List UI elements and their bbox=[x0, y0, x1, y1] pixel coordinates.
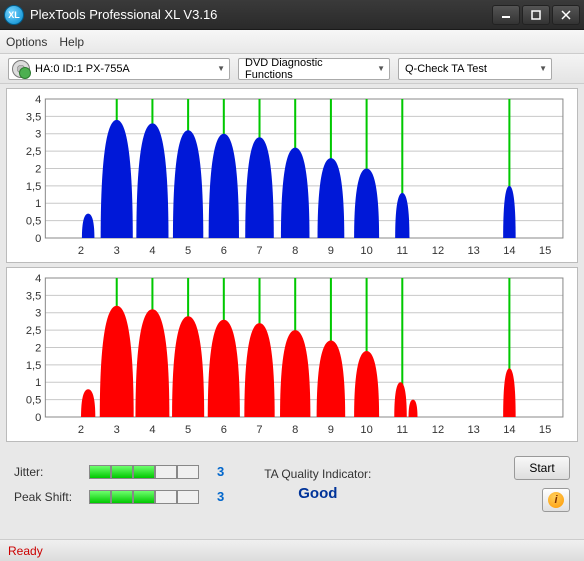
svg-text:3: 3 bbox=[114, 424, 120, 436]
disc-icon bbox=[12, 60, 30, 78]
svg-text:6: 6 bbox=[221, 424, 227, 436]
app-icon: XL bbox=[4, 5, 24, 25]
svg-text:3: 3 bbox=[114, 245, 120, 257]
jitter-label: Jitter: bbox=[14, 465, 79, 479]
svg-text:15: 15 bbox=[539, 424, 551, 436]
bar-segment bbox=[89, 465, 111, 479]
content-area: 00,511,522,533,5423456789101112131415 00… bbox=[0, 84, 584, 539]
ta-chart-bottom: 0 0,5 1 1,5 2 2,5 3 3,5 4 2 3 4 5 6 7 8 9 10 11 12 13 14 15 bbox=[15, 272, 569, 437]
svg-text:11: 11 bbox=[397, 245, 409, 257]
bar-segment bbox=[89, 490, 111, 504]
svg-text:5: 5 bbox=[185, 424, 191, 436]
chart-panel-top: 0 0,5 1 1,5 2 2,5 3 3,5 4 2 3 4 5 6 7 8 9 10 11 12 13 14 15 bbox=[6, 88, 578, 263]
svg-text:3: 3 bbox=[35, 129, 41, 141]
bar-segment bbox=[155, 465, 177, 479]
svg-text:9: 9 bbox=[328, 424, 334, 436]
svg-text:0,5: 0,5 bbox=[26, 395, 41, 407]
ta-indicator: TA Quality Indicator: Good bbox=[264, 467, 371, 502]
function-combo[interactable]: DVD Diagnostic Functions bbox=[238, 58, 390, 80]
info-icon: i bbox=[548, 492, 564, 508]
bar-segment bbox=[111, 465, 133, 479]
toolbar: HA:0 ID:1 PX-755A DVD Diagnostic Functio… bbox=[0, 54, 584, 84]
svg-text:2,5: 2,5 bbox=[26, 146, 41, 158]
svg-text:12: 12 bbox=[432, 245, 444, 257]
svg-text:2: 2 bbox=[35, 343, 41, 355]
close-button[interactable] bbox=[552, 5, 580, 25]
window-controls bbox=[492, 5, 580, 25]
svg-text:5: 5 bbox=[185, 245, 191, 257]
svg-text:1: 1 bbox=[35, 198, 41, 210]
svg-text:13: 13 bbox=[468, 424, 480, 436]
menubar: Options Help bbox=[0, 30, 584, 54]
svg-text:3,5: 3,5 bbox=[26, 290, 41, 302]
jitter-row: Jitter: 3 bbox=[14, 464, 224, 479]
titlebar[interactable]: XL PlexTools Professional XL V3.16 bbox=[0, 0, 584, 30]
svg-text:4: 4 bbox=[149, 424, 155, 436]
peakshift-value: 3 bbox=[217, 489, 224, 504]
ta-chart-top: 0 0,5 1 1,5 2 2,5 3 3,5 4 2 3 4 5 6 7 8 9 10 11 12 13 14 15 bbox=[15, 93, 569, 258]
peakshift-bars bbox=[89, 490, 199, 504]
svg-text:15: 15 bbox=[539, 245, 551, 257]
svg-text:2: 2 bbox=[35, 164, 41, 176]
chart-panel-bottom: 0 0,5 1 1,5 2 2,5 3 3,5 4 2 3 4 5 6 7 8 9 10 11 12 13 14 15 bbox=[6, 267, 578, 442]
app-window: XL PlexTools Professional XL V3.16 Optio… bbox=[0, 0, 584, 561]
stats-left: Jitter: 3 Peak Shift: 3 bbox=[14, 464, 224, 504]
ta-indicator-value: Good bbox=[298, 485, 337, 502]
svg-text:2: 2 bbox=[78, 424, 84, 436]
peakshift-row: Peak Shift: 3 bbox=[14, 489, 224, 504]
svg-text:0,5: 0,5 bbox=[26, 216, 41, 228]
test-combo-text: Q-Check TA Test bbox=[405, 63, 487, 75]
minimize-button[interactable] bbox=[492, 5, 520, 25]
svg-text:1,5: 1,5 bbox=[26, 360, 41, 372]
svg-text:6: 6 bbox=[221, 245, 227, 257]
menu-help[interactable]: Help bbox=[59, 35, 84, 49]
svg-text:0: 0 bbox=[35, 233, 41, 245]
svg-text:3: 3 bbox=[35, 308, 41, 320]
menu-options[interactable]: Options bbox=[6, 35, 47, 49]
svg-text:8: 8 bbox=[292, 245, 298, 257]
svg-text:3,5: 3,5 bbox=[26, 111, 41, 123]
drive-combo[interactable]: HA:0 ID:1 PX-755A bbox=[8, 58, 230, 80]
svg-text:2,5: 2,5 bbox=[26, 325, 41, 337]
svg-text:10: 10 bbox=[360, 424, 372, 436]
svg-text:11: 11 bbox=[397, 424, 409, 436]
bar-segment bbox=[177, 465, 199, 479]
drive-combo-text: HA:0 ID:1 PX-755A bbox=[35, 63, 130, 75]
jitter-bars bbox=[89, 465, 199, 479]
svg-text:13: 13 bbox=[468, 245, 480, 257]
svg-text:2: 2 bbox=[78, 245, 84, 257]
ta-indicator-label: TA Quality Indicator: bbox=[264, 467, 371, 481]
start-button[interactable]: Start bbox=[514, 456, 570, 480]
svg-text:7: 7 bbox=[256, 424, 262, 436]
svg-text:4: 4 bbox=[149, 245, 155, 257]
stats-panel: Jitter: 3 Peak Shift: 3 TA Quality Indic… bbox=[6, 446, 578, 516]
info-button[interactable]: i bbox=[542, 488, 570, 512]
svg-text:10: 10 bbox=[360, 245, 372, 257]
bar-segment bbox=[133, 465, 155, 479]
bar-segment bbox=[177, 490, 199, 504]
svg-text:7: 7 bbox=[256, 245, 262, 257]
window-title: PlexTools Professional XL V3.16 bbox=[30, 7, 492, 22]
svg-text:8: 8 bbox=[292, 424, 298, 436]
function-combo-text: DVD Diagnostic Functions bbox=[245, 57, 371, 81]
svg-text:12: 12 bbox=[432, 424, 444, 436]
svg-text:4: 4 bbox=[35, 94, 41, 106]
statusbar: Ready bbox=[0, 539, 584, 561]
svg-text:0: 0 bbox=[35, 412, 41, 424]
svg-text:1: 1 bbox=[35, 377, 41, 389]
svg-text:9: 9 bbox=[328, 245, 334, 257]
bar-segment bbox=[155, 490, 177, 504]
bar-segment bbox=[133, 490, 155, 504]
svg-text:1,5: 1,5 bbox=[26, 181, 41, 193]
svg-text:4: 4 bbox=[35, 273, 41, 285]
svg-text:14: 14 bbox=[503, 424, 515, 436]
maximize-button[interactable] bbox=[522, 5, 550, 25]
jitter-value: 3 bbox=[217, 464, 224, 479]
svg-text:14: 14 bbox=[503, 245, 515, 257]
bar-segment bbox=[111, 490, 133, 504]
status-text: Ready bbox=[8, 544, 43, 558]
test-combo[interactable]: Q-Check TA Test bbox=[398, 58, 552, 80]
stats-right: Start i bbox=[514, 456, 570, 512]
peakshift-label: Peak Shift: bbox=[14, 490, 79, 504]
